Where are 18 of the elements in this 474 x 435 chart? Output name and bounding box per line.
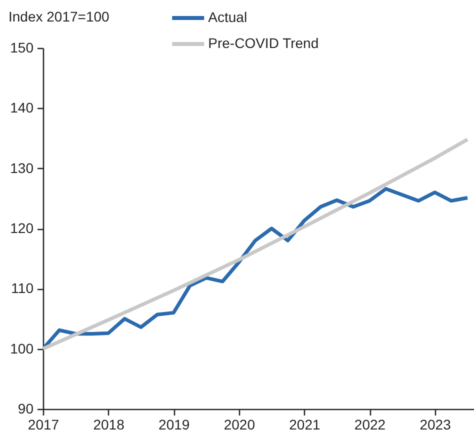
x-tick-label: 2018 [93,416,125,432]
y-tick-label: 150 [10,40,34,56]
x-tick-label: 2019 [158,416,190,432]
y-tick-label: 90 [18,400,34,416]
x-tick-label: 2021 [289,416,320,432]
y-tick-label: 100 [10,340,34,356]
legend-label: Pre-COVID Trend [208,35,319,51]
line-series [43,138,470,351]
y-axis-title: Index 2017=100 [8,8,110,24]
x-tick-label: 2020 [224,416,256,432]
x-tick-label: 2022 [354,416,386,432]
y-tick-label: 130 [10,160,34,176]
y-tick-label: 110 [11,280,34,296]
y-tick-label: 140 [10,100,34,116]
y-tick-label: 120 [10,220,34,236]
legend-label: Actual [208,9,248,25]
x-tick-label: 2017 [28,416,60,432]
x-tick-label: 2023 [420,416,452,432]
